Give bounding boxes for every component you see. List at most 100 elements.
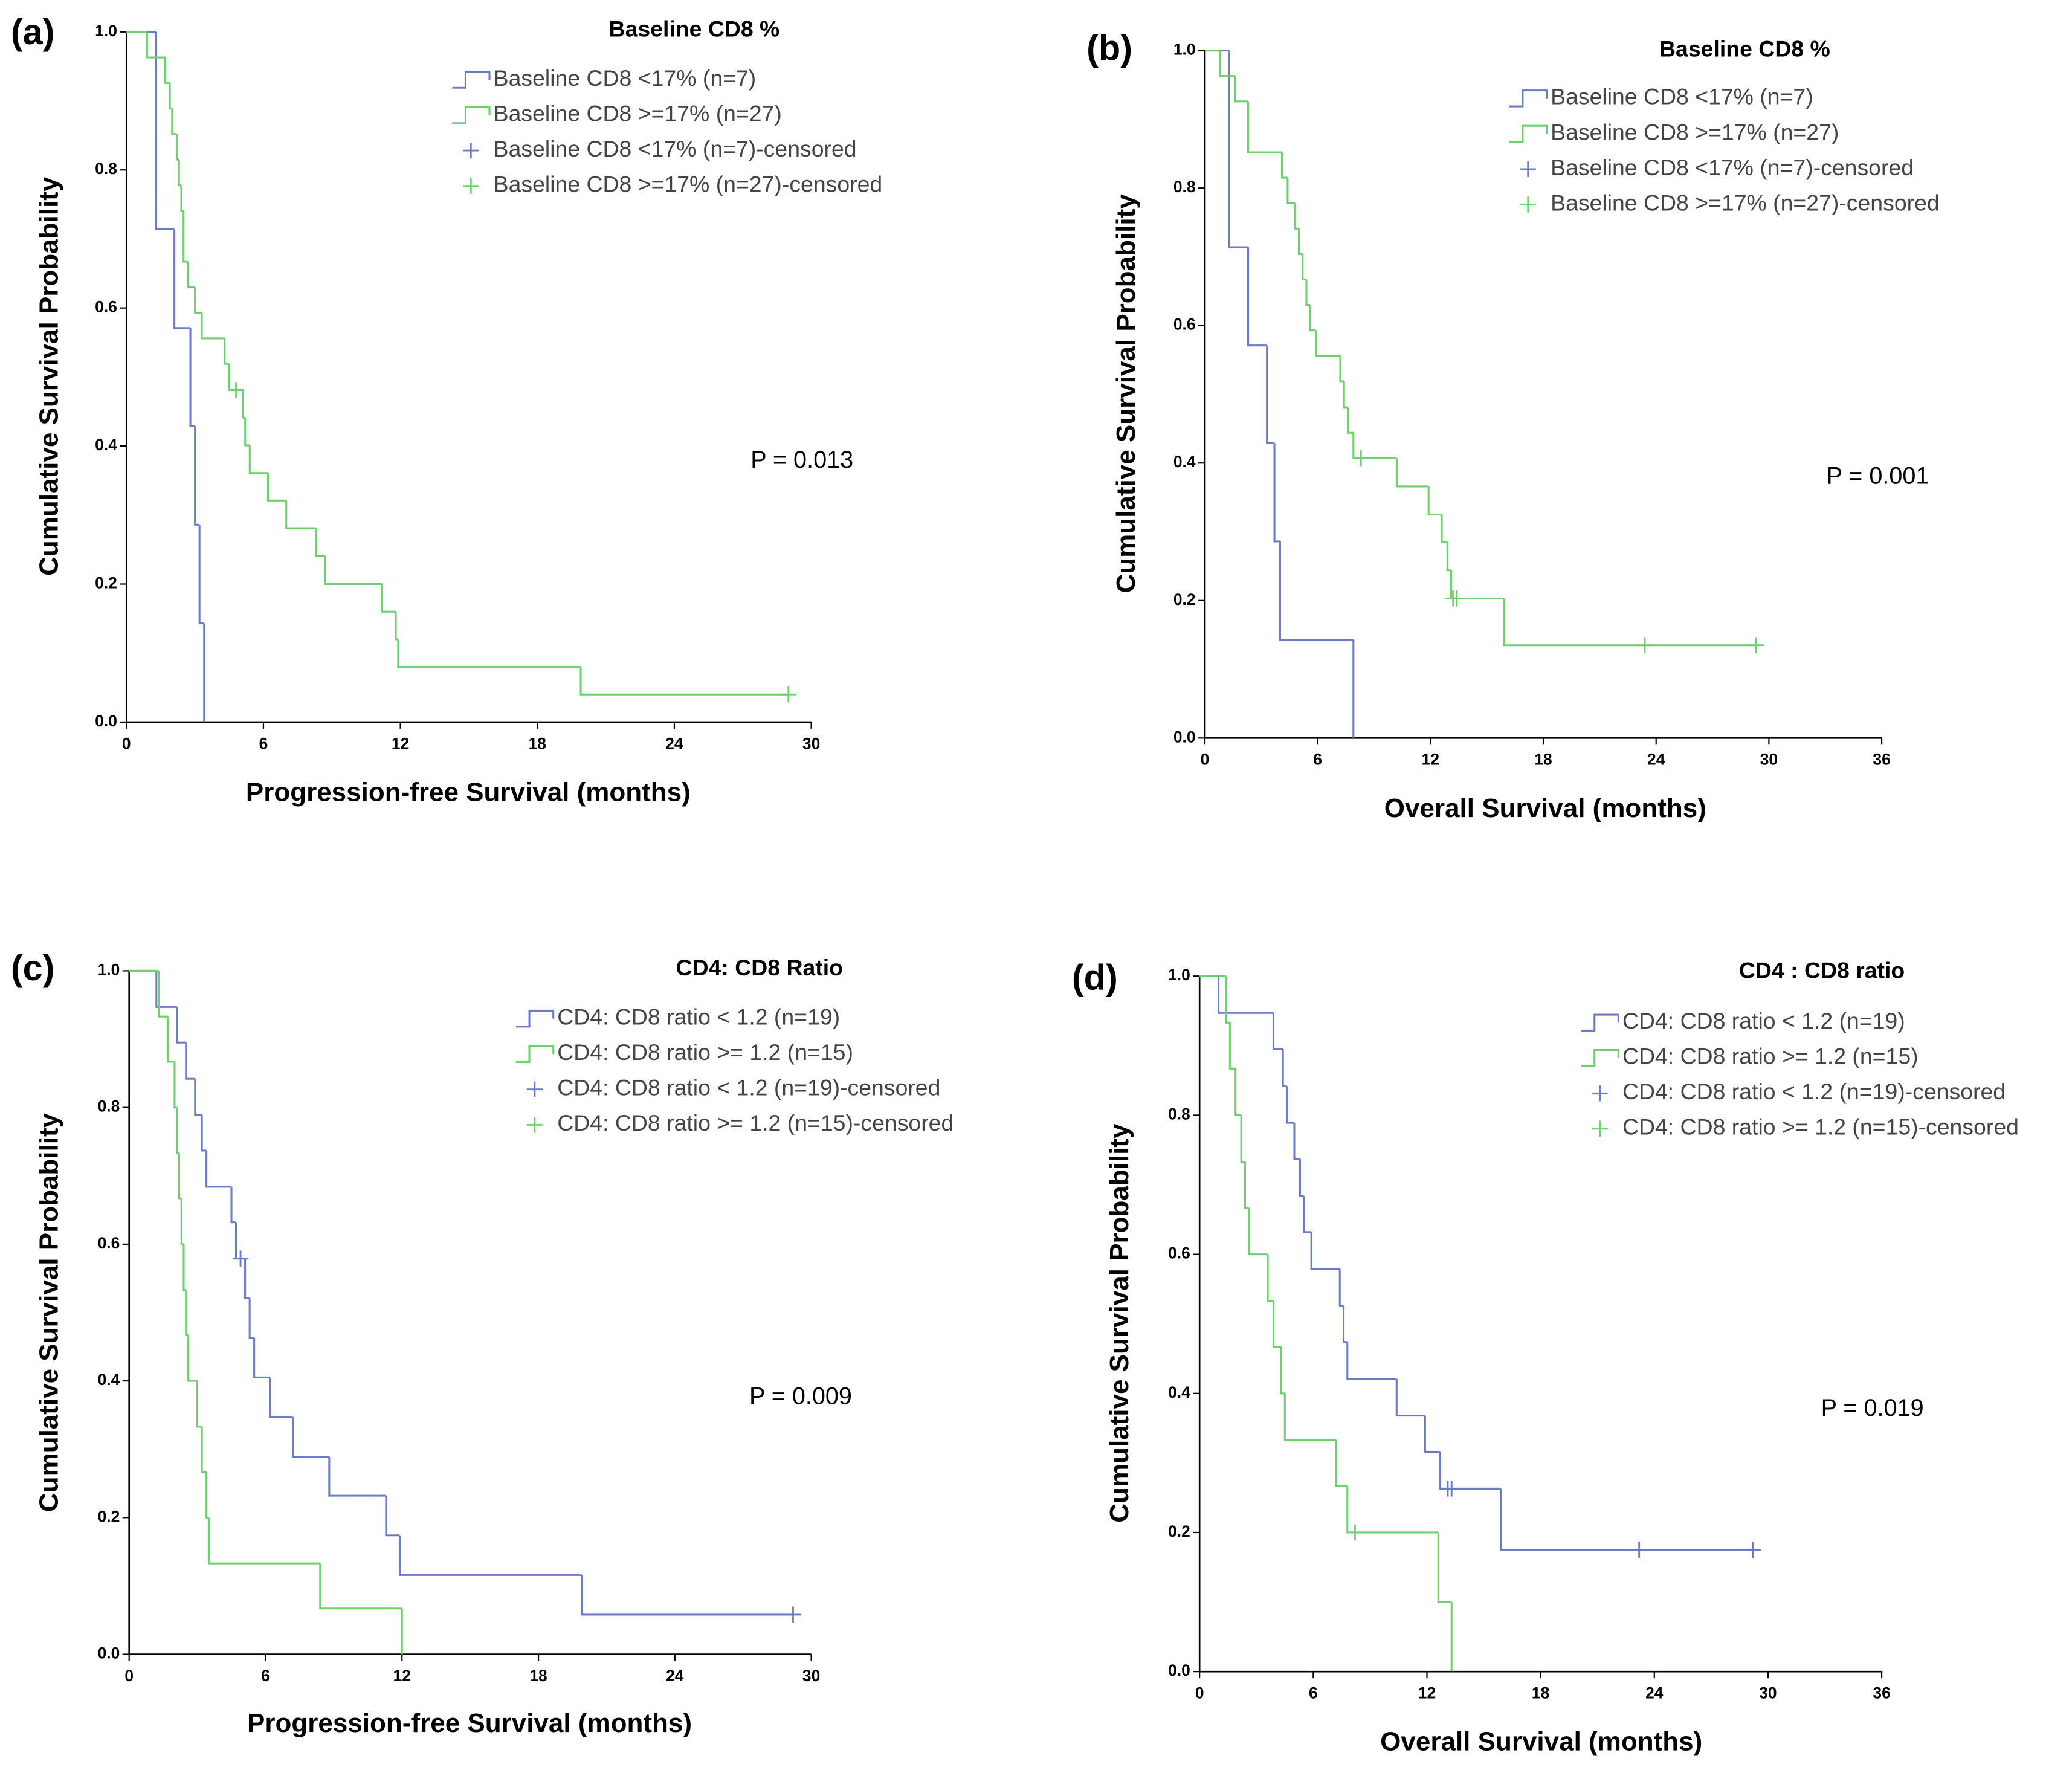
survival-step [201,1426,207,1473]
survival-step [178,1153,182,1200]
survival-step [1279,541,1354,641]
x-tick-label: 36 [1873,751,1890,769]
survival-step [180,1198,184,1245]
annotation: P = 0.001 [1826,462,1929,489]
x-tick-label: 12 [1422,751,1439,769]
survival-step [185,1290,189,1336]
legend-label: Baseline CD8 <17% (n=7)-censored [1551,155,1914,180]
x-tick-label: 18 [529,734,546,752]
survival-step [167,1016,175,1063]
survival-step [194,425,200,526]
y-axis-label: Cumulative Survival Probability [34,1113,63,1512]
y-tick-label: 0.2 [98,1507,120,1525]
survival-step [1427,486,1442,516]
survival-step [292,1417,329,1458]
survival-step [1310,1232,1340,1270]
survival-step [1303,1195,1312,1233]
legend-label: CD4: CD8 ratio >= 1.2 (n=15) [557,1039,853,1065]
survival-step [230,1186,236,1224]
survival-step [1339,355,1344,383]
y-tick-label: 0.2 [1168,1522,1190,1540]
legend-marker [463,142,479,159]
survival-step [1335,1439,1347,1487]
legend-marker [1581,1049,1619,1067]
legend-marker [452,106,491,124]
survival-step [1228,1022,1236,1070]
survival-step [155,31,175,230]
survival-step [176,1107,179,1154]
survival-step [178,160,181,186]
legend-marker [1592,1120,1608,1137]
survival-step [1225,976,1230,1024]
survival-step [158,971,168,1018]
y-tick-label: 1.0 [1168,966,1190,984]
survival-step [196,1381,202,1428]
survival-step [224,338,230,365]
legend-label: CD4: CD8 ratio < 1.2 (n=19)-censored [557,1075,940,1100]
x-tick-label: 0 [124,1667,134,1685]
y-tick-label: 1.0 [98,960,120,978]
survival-step [1272,1300,1282,1348]
survival-step [194,1079,202,1116]
legend-label: CD4: CD8 ratio >= 1.2 (n=15)-censored [1622,1114,2019,1140]
y-axis-label: Cumulative Survival Probability [34,176,63,576]
y-tick-label: 0.8 [95,160,117,178]
x-axis-label: Overall Survival (months) [1384,793,1706,823]
y-tick-label: 0.8 [1173,178,1196,196]
panel-label: (b) [1086,27,1132,68]
survival-step [169,83,172,110]
survival-step [395,612,398,641]
censor-mark [1347,1524,1363,1541]
legend-marker [516,1045,555,1063]
x-tick-label: 30 [1760,751,1778,769]
survival-step [1273,443,1280,543]
survival-step [1228,50,1248,248]
survival-step [207,1517,320,1565]
x-tick-label: 30 [802,734,820,752]
x-tick-label: 0 [1195,1684,1204,1702]
survival-step [269,1377,293,1418]
x-tick-label: 36 [1873,1684,1890,1702]
censor-mark [1353,450,1369,467]
x-tick-label: 0 [1201,751,1210,769]
panel: (c) CD4: CD8 Ratio P = 0.009 Cumulative Sur… [11,948,954,1738]
survival-step [205,1150,232,1188]
survival-step [248,1298,254,1339]
panel-label: (d) [1072,957,1118,998]
survival-step [266,473,286,502]
survival-step [397,639,581,668]
x-tick-label: 0 [122,734,131,752]
x-tick-label: 6 [259,734,268,752]
survival-step [253,1337,270,1378]
panel-label: (a) [11,11,55,52]
survival-step [182,210,189,263]
censor-mark [1444,1481,1460,1497]
survival-step [1294,203,1299,230]
survival-step [1234,76,1248,103]
x-axis-label: Progression-free Survival (months) [246,777,691,807]
x-axis-label: Overall Survival (months) [1380,1727,1702,1757]
x-tick-label: 6 [1313,751,1322,769]
y-axis-label: Cumulative Survival Probability [1111,194,1141,593]
legend-marker [526,1117,543,1133]
survival-step [1267,1254,1274,1302]
survival-step [164,57,170,84]
y-tick-label: 0.6 [1173,315,1196,334]
survival-step [1450,570,1504,599]
legend-title: CD4: CD8 Ratio [676,955,843,980]
legend-marker [1520,196,1536,213]
legend-label: Baseline CD8 >=17% (n=27) [494,100,782,126]
survival-step [328,1456,386,1497]
survival-step [319,1563,402,1610]
legend-title: CD4 : CD8 ratio [1739,958,1905,983]
survival-step [1437,1532,1452,1603]
x-tick-label: 24 [665,734,683,752]
survival-step [185,1042,195,1080]
survival-step [1503,598,1756,647]
legend-marker [463,178,479,194]
censor-mark [232,1250,249,1267]
survival-step [1248,1207,1268,1256]
survival-step [1441,514,1448,543]
